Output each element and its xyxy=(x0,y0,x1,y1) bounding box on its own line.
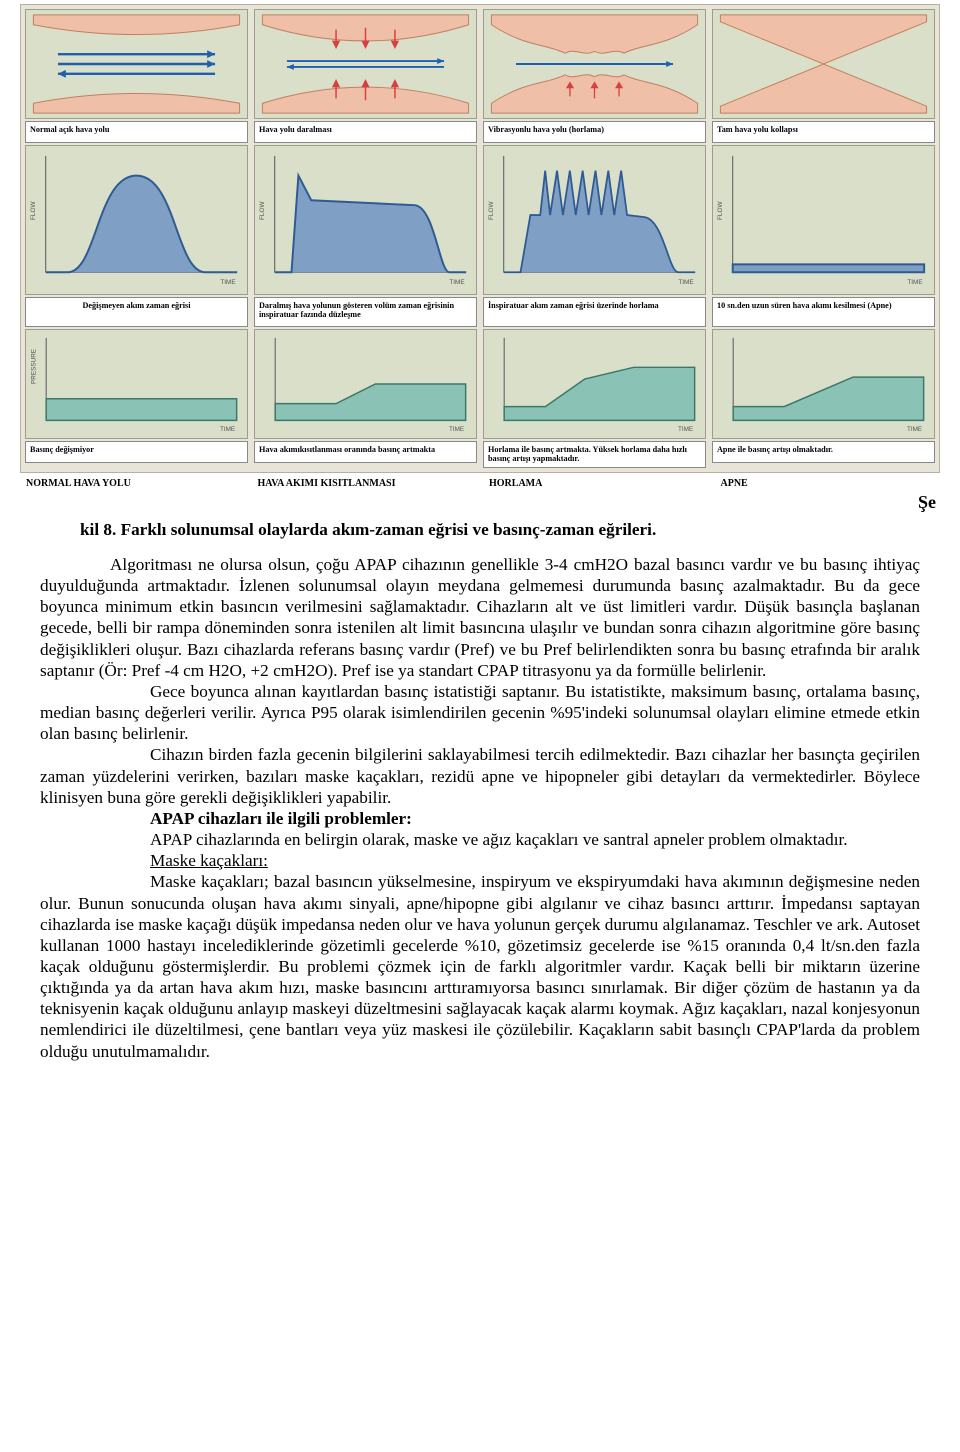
airway-panel xyxy=(25,9,248,119)
airway-caption: Vibrasyonlu hava yolu (horlama) xyxy=(483,121,706,143)
paragraph: Cihazın birden fazla gecenin bilgilerini… xyxy=(40,744,920,807)
airway-caption: Normal açık hava yolu xyxy=(25,121,248,143)
body-text: kil 8. Farklı solunumsal olaylarda akım-… xyxy=(40,519,920,1062)
airway-caption: Hava yolu daralması xyxy=(254,121,477,143)
figure-col-narrowing: Hava yolu daralması FLOW TIME Daralmış h… xyxy=(254,9,477,468)
flow-panel: FLOW TIME xyxy=(483,145,706,295)
bottom-label: NORMAL HAVA YOLU xyxy=(20,475,246,492)
svg-text:FLOW: FLOW xyxy=(259,201,266,220)
svg-text:TIME: TIME xyxy=(907,279,922,286)
flow-panel: FLOW TIME xyxy=(254,145,477,295)
flow-panel: FLOW TIME xyxy=(712,145,935,295)
flow-panel: FLOW TIME xyxy=(25,145,248,295)
underline-label: Maske kaçakları: xyxy=(150,851,268,870)
svg-text:PRESSURE: PRESSURE xyxy=(30,349,37,384)
figure-grid: Normal açık hava yolu FLOW TIME Değişmey… xyxy=(20,4,940,473)
svg-text:TIME: TIME xyxy=(220,426,235,433)
pressure-caption: Basınç değişmiyor xyxy=(25,441,248,463)
svg-text:TIME: TIME xyxy=(678,279,693,286)
svg-text:FLOW: FLOW xyxy=(30,201,37,220)
flow-caption: 10 sn.den uzun süren hava akımı kesilmes… xyxy=(712,297,935,327)
pressure-panel: TIME xyxy=(254,329,477,439)
section-heading-apap-problems: APAP cihazları ile ilgili problemler: xyxy=(40,808,920,829)
svg-text:TIME: TIME xyxy=(907,426,922,433)
flow-caption: Daralmış hava yolunun gösteren volüm zam… xyxy=(254,297,477,327)
section-heading-mask-leaks: Maske kaçakları: xyxy=(40,850,920,871)
bottom-label: APNE xyxy=(715,475,941,492)
paragraph: APAP cihazlarında en belirgin olarak, ma… xyxy=(40,829,920,850)
pressure-caption: Horlama ile basınç artmakta. Yüksek horl… xyxy=(483,441,706,468)
svg-text:TIME: TIME xyxy=(220,279,235,286)
bottom-label: HORLAMA xyxy=(483,475,709,492)
pressure-panel: TIME xyxy=(483,329,706,439)
svg-text:TIME: TIME xyxy=(449,426,464,433)
flow-caption: Değişmeyen akım zaman eğrisi xyxy=(25,297,248,327)
figure-col-normal: Normal açık hava yolu FLOW TIME Değişmey… xyxy=(25,9,248,468)
pressure-caption: Hava akımıkısıtlanması oranında basınç a… xyxy=(254,441,477,463)
figure-col-apnea: Tam hava yolu kollapsı FLOW TIME 10 sn.d… xyxy=(712,9,935,468)
svg-text:FLOW: FLOW xyxy=(488,201,495,220)
airway-panel xyxy=(712,9,935,119)
airway-caption: Tam hava yolu kollapsı xyxy=(712,121,935,143)
figure-col-snoring: Vibrasyonlu hava yolu (horlama) FLOW TIM… xyxy=(483,9,706,468)
pressure-panel: PRESSURE TIME xyxy=(25,329,248,439)
paragraph: Maske kaçakları; bazal basıncın yükselme… xyxy=(40,871,920,1061)
overflow-text-se: Şe xyxy=(20,492,940,513)
airway-panel xyxy=(483,9,706,119)
paragraph: Algoritması ne olursa olsun, çoğu APAP c… xyxy=(40,554,920,681)
figure-bottom-labels: NORMAL HAVA YOLU HAVA AKIMI KISITLANMASI… xyxy=(20,475,940,492)
figure-caption: kil 8. Farklı solunumsal olaylarda akım-… xyxy=(40,519,920,540)
bottom-label: HAVA AKIMI KISITLANMASI xyxy=(252,475,478,492)
flow-caption: İnspiratuar akım zaman eğrisi üzerinde h… xyxy=(483,297,706,327)
svg-text:FLOW: FLOW xyxy=(717,201,724,220)
svg-text:TIME: TIME xyxy=(449,279,464,286)
pressure-caption: Apne ile basınç artışı olmaktadır. xyxy=(712,441,935,463)
airway-panel xyxy=(254,9,477,119)
paragraph: Gece boyunca alınan kayıtlardan basınç i… xyxy=(40,681,920,744)
pressure-panel: TIME xyxy=(712,329,935,439)
svg-text:TIME: TIME xyxy=(678,426,693,433)
